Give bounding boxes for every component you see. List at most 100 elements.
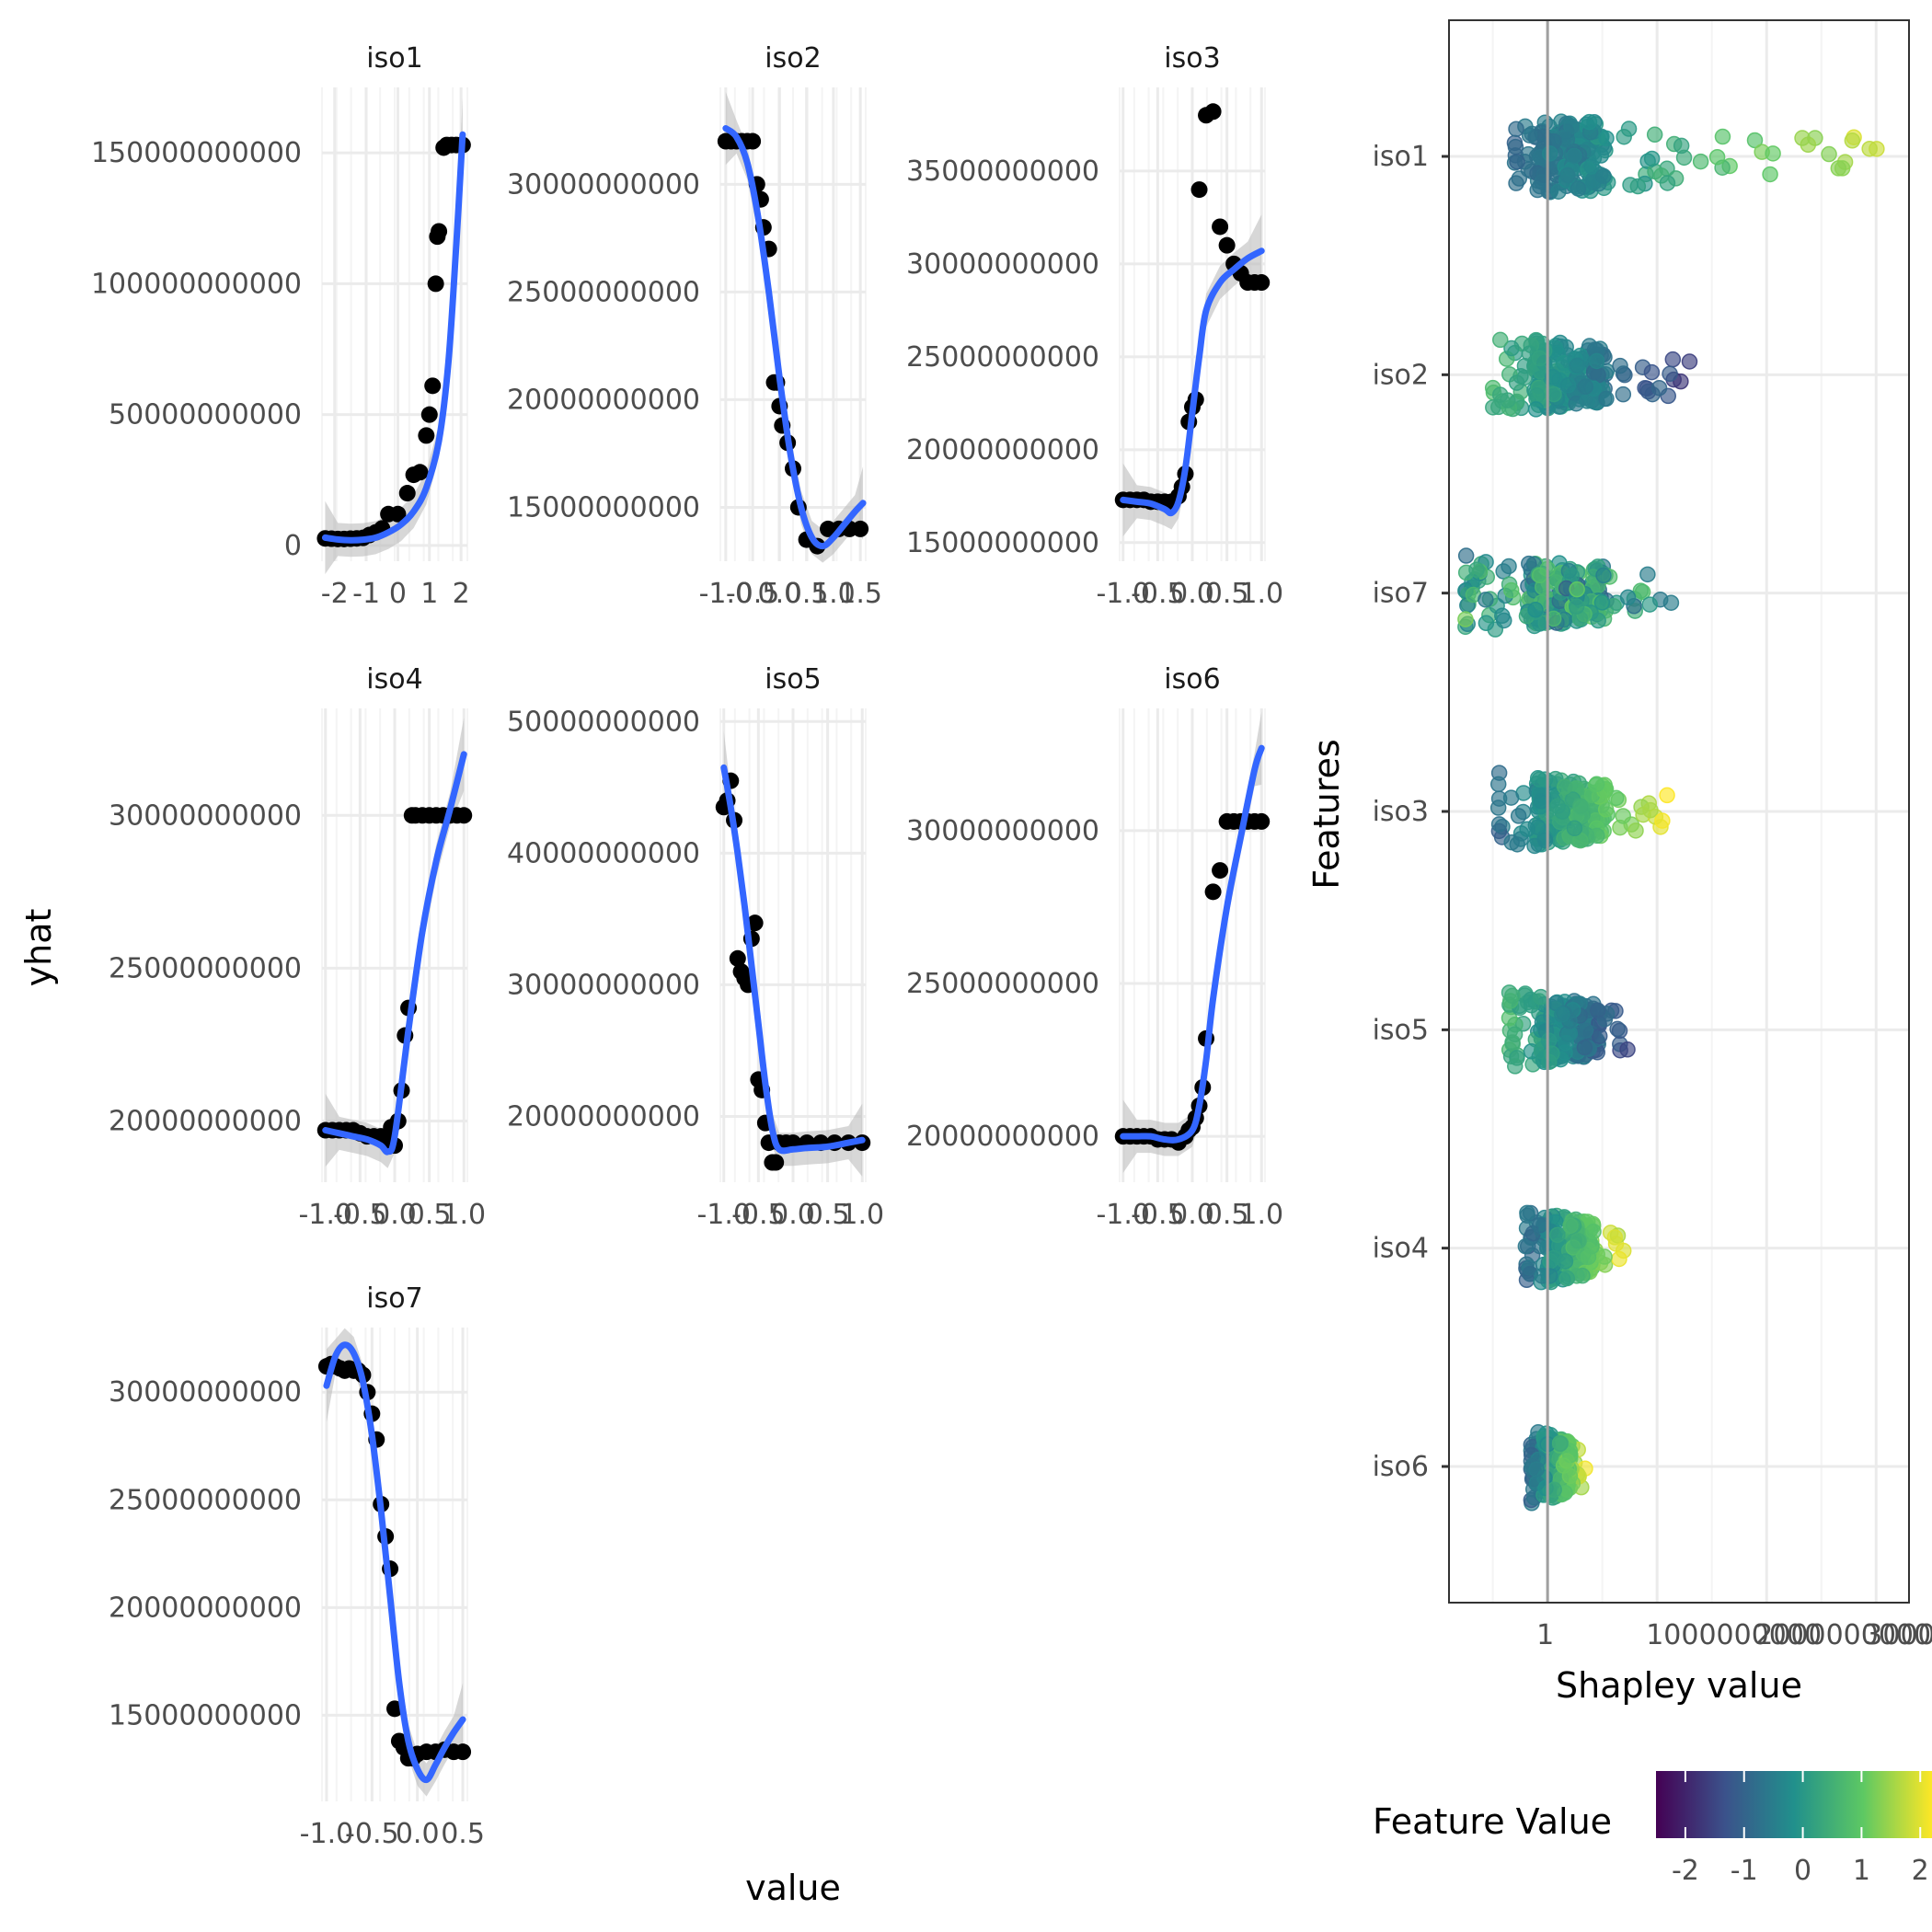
shap-point bbox=[1646, 126, 1663, 144]
data-point bbox=[1204, 883, 1222, 901]
shap-point bbox=[1534, 124, 1550, 142]
shap-point bbox=[1583, 158, 1600, 175]
shap-point bbox=[1568, 598, 1585, 615]
shap-point bbox=[1531, 350, 1548, 367]
shap-point bbox=[1559, 1026, 1577, 1043]
shap-point bbox=[1588, 352, 1605, 370]
y-axis-title-features: Features bbox=[1306, 739, 1347, 889]
shap-point bbox=[1526, 837, 1543, 855]
x-tick-label: 1 bbox=[420, 578, 438, 610]
y-tick-label: 30000000000 bbox=[906, 815, 1099, 847]
shap-point bbox=[1509, 154, 1525, 170]
y-axis-title-yhat: yhat bbox=[18, 909, 59, 987]
data-point bbox=[1253, 812, 1271, 830]
shap-point bbox=[1627, 822, 1644, 839]
x-tick-label: -1.0 bbox=[1096, 1199, 1150, 1231]
shap-point bbox=[1619, 589, 1637, 606]
shap-point bbox=[1507, 1058, 1524, 1075]
shap-point bbox=[1554, 1006, 1570, 1023]
shap-point bbox=[1576, 1039, 1593, 1056]
shap-point bbox=[1590, 1002, 1606, 1019]
shap-point bbox=[1596, 1248, 1613, 1265]
x-tick-label: 1.0 bbox=[1239, 1199, 1283, 1231]
confidence-ribbon bbox=[325, 98, 463, 575]
y-tick-label: 20000000000 bbox=[906, 434, 1099, 466]
x-tick-label: 0.0 bbox=[396, 1818, 440, 1850]
shap-point bbox=[1562, 1217, 1579, 1235]
x-tick-label: 1000000000 bbox=[1646, 1619, 1822, 1651]
shap-point bbox=[1569, 581, 1585, 598]
y-tick-label: 30000000000 bbox=[507, 969, 700, 1001]
x-axis-title-value: value bbox=[745, 1868, 841, 1908]
shap-point bbox=[1606, 1229, 1624, 1246]
data-point bbox=[389, 505, 407, 523]
x-tick-label: -0.5 bbox=[1131, 1199, 1185, 1231]
shap-point bbox=[1593, 147, 1609, 164]
shap-point bbox=[1591, 1028, 1608, 1044]
shap-point bbox=[1554, 803, 1571, 820]
x-tick-label: 0.5 bbox=[441, 1818, 485, 1850]
x-tick-label: 1.0 bbox=[1239, 578, 1283, 610]
shap-point bbox=[1503, 834, 1520, 851]
confidence-ribbon bbox=[1122, 711, 1262, 1173]
shap-point bbox=[1501, 558, 1517, 575]
shap-point bbox=[1504, 1034, 1521, 1051]
legend-colorbar bbox=[1656, 1771, 1932, 1838]
shap-point bbox=[1659, 175, 1676, 191]
data-point bbox=[386, 1700, 403, 1718]
fit-line bbox=[720, 764, 866, 1155]
feature-label-iso2: iso2 bbox=[1373, 359, 1429, 391]
data-point bbox=[454, 1743, 472, 1761]
x-tick-label: 1 bbox=[1536, 1619, 1554, 1651]
x-tick-label: 0.5 bbox=[1205, 1199, 1249, 1231]
x-tick-label: 1.0 bbox=[811, 578, 856, 610]
shap-point bbox=[1491, 386, 1509, 403]
shap-swarm-iso4 bbox=[1517, 1204, 1632, 1291]
x-tick-label: 0.0 bbox=[1170, 578, 1214, 610]
y-tick-label: 35000000000 bbox=[906, 155, 1099, 188]
feature-label-iso4: iso4 bbox=[1373, 1233, 1429, 1265]
shap-point bbox=[1508, 175, 1524, 191]
x-tick-label: -0.5 bbox=[726, 578, 780, 610]
shap-point bbox=[1615, 385, 1632, 403]
facet-title-iso4: iso4 bbox=[366, 663, 422, 696]
y-tick-label: 15000000000 bbox=[507, 491, 700, 523]
feature-label-iso7: iso7 bbox=[1373, 578, 1429, 610]
shap-point bbox=[1589, 827, 1605, 845]
y-tick-label: 30000000000 bbox=[109, 799, 302, 832]
y-tick-label: 20000000000 bbox=[906, 1121, 1099, 1153]
legend-tick-label: -1 bbox=[1731, 1855, 1758, 1887]
shap-point bbox=[1615, 808, 1631, 824]
x-tick-label: -0.5 bbox=[345, 1818, 399, 1850]
shap-point bbox=[1585, 1223, 1602, 1240]
shap-point bbox=[1566, 820, 1583, 837]
legend-tick-label: 1 bbox=[1853, 1855, 1870, 1887]
y-tick-label: 150000000000 bbox=[91, 137, 302, 169]
facet-title-iso5: iso5 bbox=[765, 663, 821, 696]
shap-point bbox=[1794, 130, 1811, 146]
y-tick-label: 30000000000 bbox=[109, 1376, 302, 1409]
x-tick-label: -1.0 bbox=[1096, 578, 1150, 610]
y-tick-label: 50000000000 bbox=[507, 706, 700, 738]
shap-point bbox=[1580, 1248, 1597, 1266]
x-tick-label: 0.0 bbox=[373, 1199, 417, 1231]
shap-point bbox=[1457, 611, 1474, 627]
x-tick-label: -1.0 bbox=[298, 1199, 352, 1231]
shap-point bbox=[1708, 148, 1726, 166]
shap-point bbox=[1598, 130, 1615, 147]
shap-point bbox=[1504, 987, 1521, 1005]
data-point bbox=[1212, 862, 1229, 880]
facet-title-iso1: iso1 bbox=[366, 42, 422, 75]
x-tick-label: 0 bbox=[389, 578, 407, 610]
shap-point bbox=[1673, 137, 1690, 155]
data-point bbox=[729, 949, 746, 967]
shap-point bbox=[1598, 390, 1615, 408]
shap-point bbox=[1639, 566, 1656, 583]
feature-label-iso1: iso1 bbox=[1373, 141, 1429, 173]
shap-point bbox=[1559, 167, 1576, 184]
shap-point bbox=[1570, 1233, 1587, 1249]
shap-point bbox=[1566, 147, 1582, 165]
y-tick-label: 50000000000 bbox=[109, 399, 302, 431]
x-tick-label: -1.0 bbox=[300, 1818, 354, 1850]
facet-panel-iso4: iso4 20000000000 25000000000 30000000000 -1.… bbox=[109, 663, 486, 1231]
